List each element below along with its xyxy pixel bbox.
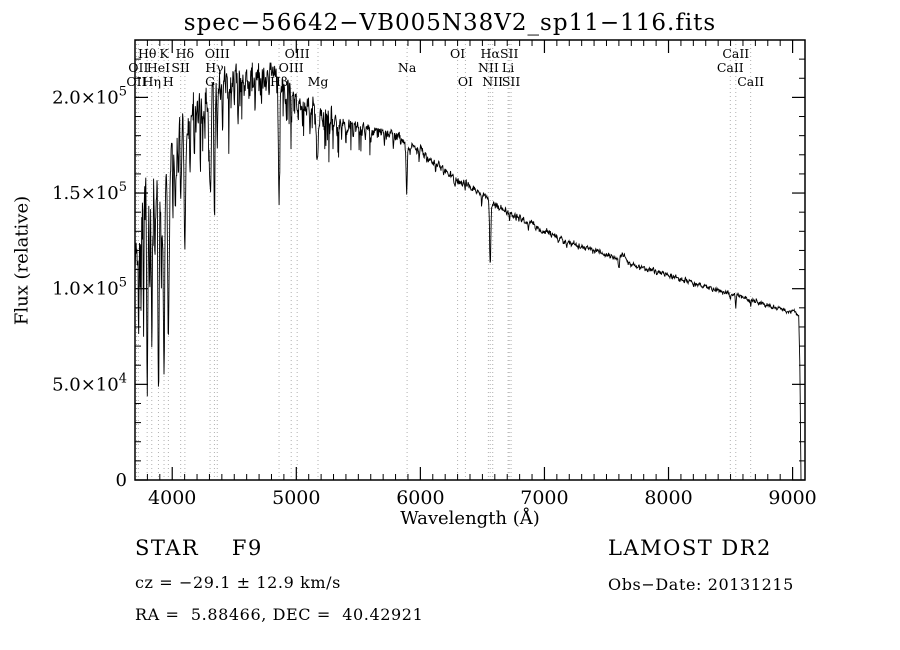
svg-text:OIII: OIII	[279, 60, 304, 75]
svg-text:K: K	[159, 46, 169, 61]
svg-text:SII: SII	[502, 74, 521, 89]
svg-text:Hβ: Hβ	[270, 74, 288, 89]
svg-text:OI: OI	[450, 46, 465, 61]
x-axis-label: Wavelength (Å)	[400, 508, 540, 529]
svg-text:G: G	[205, 74, 215, 89]
svg-text:NII: NII	[478, 60, 499, 75]
svg-text:OIII: OIII	[285, 46, 310, 61]
svg-text:2.0×105: 2.0×105	[52, 84, 127, 108]
svg-text:SII: SII	[171, 60, 190, 75]
svg-text:Hδ: Hδ	[176, 46, 194, 61]
svg-text:SII: SII	[500, 46, 519, 61]
svg-text:Li: Li	[502, 60, 514, 75]
svg-text:OII: OII	[128, 60, 148, 75]
svg-text:5000: 5000	[272, 487, 320, 509]
svg-text:NII: NII	[482, 74, 503, 89]
svg-text:Hγ: Hγ	[205, 60, 223, 75]
survey-label: LAMOST DR2	[608, 536, 772, 560]
plot-title: spec−56642−VB005N38V2_sp11−116.fits	[183, 10, 717, 36]
svg-text:CaII: CaII	[717, 60, 744, 75]
svg-text:7000: 7000	[520, 487, 568, 509]
y-axis-label: Flux (relative)	[11, 195, 33, 326]
svg-text:0: 0	[116, 470, 127, 491]
svg-text:Hα: Hα	[481, 46, 501, 61]
svg-text:Na: Na	[398, 60, 417, 75]
svg-text:OI: OI	[458, 74, 473, 89]
svg-text:CaII: CaII	[737, 74, 764, 89]
svg-text:1.5×105: 1.5×105	[52, 180, 127, 204]
svg-text:9000: 9000	[768, 487, 816, 509]
svg-text:6000: 6000	[396, 487, 444, 509]
svg-text:H: H	[163, 74, 174, 89]
svg-text:OII: OII	[126, 74, 146, 89]
obs-date-label: Obs−Date: 20131215	[608, 575, 794, 594]
svg-text:8000: 8000	[644, 487, 692, 509]
svg-text:5.0×104: 5.0×104	[52, 371, 127, 395]
radial-velocity-label: cz = −29.1 ± 12.9 km/s	[135, 573, 341, 592]
object-class-label: STAR F9	[135, 536, 263, 560]
svg-text:OIII: OIII	[205, 46, 230, 61]
svg-text:CaII: CaII	[722, 46, 749, 61]
svg-text:Mg: Mg	[308, 74, 329, 89]
svg-text:HeI: HeI	[147, 60, 170, 75]
svg-text:1.0×105: 1.0×105	[52, 276, 127, 300]
svg-text:Hθ: Hθ	[138, 46, 156, 61]
ra-dec-label: RA = 5.88466, DEC = 40.42921	[135, 605, 424, 624]
svg-text:Hη: Hη	[143, 74, 161, 89]
svg-text:4000: 4000	[148, 487, 196, 509]
